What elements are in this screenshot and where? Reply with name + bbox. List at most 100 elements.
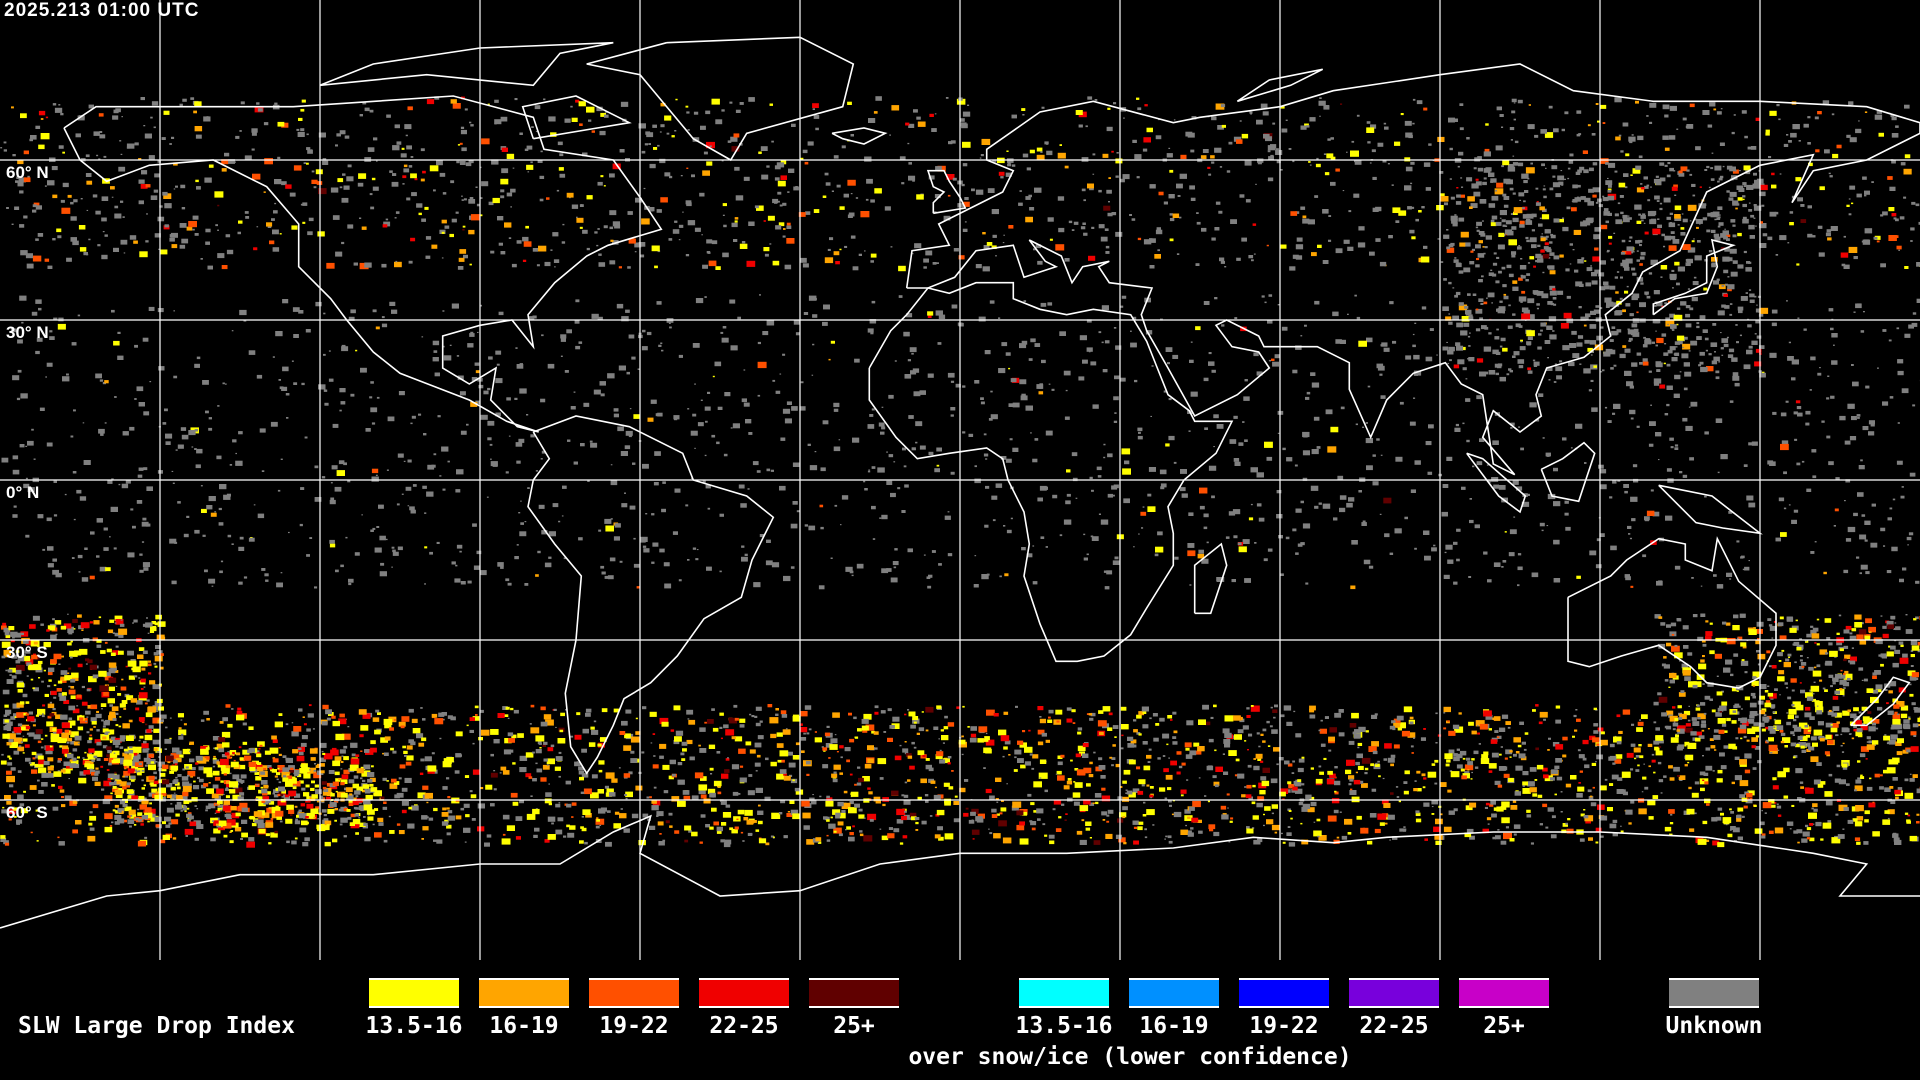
- unknown-pixel: [1757, 760, 1762, 764]
- unknown-pixel: [17, 770, 22, 773]
- slw-pixel: [215, 810, 221, 814]
- slw-pixel: [1241, 133, 1249, 139]
- unknown-pixel: [1201, 227, 1207, 232]
- unknown-pixel: [848, 836, 855, 842]
- slw-pixel: [256, 766, 263, 772]
- unknown-pixel: [108, 668, 116, 674]
- unknown-pixel: [925, 250, 933, 256]
- unknown-pixel: [421, 218, 426, 222]
- slw-pixel: [1416, 770, 1421, 774]
- unknown-pixel: [961, 753, 964, 756]
- unknown-pixel: [1561, 128, 1565, 132]
- slw-pixel: [127, 795, 133, 799]
- unknown-pixel: [256, 226, 259, 228]
- slw-pixel: [86, 180, 93, 185]
- unknown-pixel: [791, 123, 796, 127]
- unknown-pixel: [7, 762, 13, 766]
- unknown-pixel: [506, 192, 513, 197]
- unknown-pixel: [138, 818, 142, 822]
- slw-pixel: [1572, 735, 1575, 738]
- slw-pixel: [139, 660, 148, 667]
- unknown-pixel: [1813, 779, 1821, 785]
- unknown-pixel: [281, 181, 287, 186]
- slw-pixel: [281, 790, 286, 794]
- unknown-pixel: [1123, 117, 1125, 119]
- unknown-pixel: [470, 124, 474, 127]
- unknown-pixel: [1298, 758, 1305, 763]
- slw-pixel: [546, 197, 550, 200]
- slw-pixel: [1102, 706, 1111, 712]
- slw-pixel: [1282, 841, 1286, 844]
- slw-pixel: [948, 786, 954, 790]
- unknown-pixel: [1246, 826, 1250, 829]
- unknown-pixel: [1658, 779, 1664, 783]
- unknown-pixel: [991, 209, 999, 215]
- unknown-pixel: [1677, 728, 1685, 734]
- unknown-pixel: [790, 809, 799, 815]
- unknown-pixel: [800, 737, 807, 741]
- slw-pixel: [183, 723, 187, 726]
- slw-pixel: [370, 747, 377, 753]
- slw-pixel: [446, 757, 454, 763]
- slw-pixel: [278, 713, 283, 716]
- slw-pixel: [1003, 746, 1008, 750]
- unknown-pixel: [1322, 209, 1329, 214]
- unknown-pixel: [1906, 749, 1911, 753]
- unknown-pixel: [1719, 142, 1725, 146]
- unknown-pixel: [1701, 720, 1706, 724]
- slw-pixel: [544, 839, 550, 843]
- unknown-pixel: [1562, 217, 1565, 219]
- slw-pixel: [63, 623, 72, 629]
- unknown-pixel: [1153, 737, 1159, 742]
- slw-pixel: [285, 184, 292, 189]
- slw-pixel: [847, 179, 856, 186]
- slw-pixel: [89, 664, 97, 670]
- unknown-pixel: [1098, 224, 1105, 229]
- unknown-pixel: [1483, 151, 1491, 157]
- slw-pixel: [1547, 749, 1550, 751]
- slw-pixel: [763, 220, 766, 222]
- slw-pixel: [1260, 760, 1264, 763]
- unknown-pixel: [1133, 719, 1137, 722]
- unknown-pixel: [1198, 830, 1203, 834]
- slw-pixel: [999, 812, 1003, 815]
- unknown-pixel: [493, 739, 500, 744]
- unknown-pixel: [1204, 795, 1207, 797]
- unknown-pixel: [1431, 799, 1439, 805]
- unknown-pixel: [1595, 761, 1597, 763]
- unknown-pixel: [143, 740, 147, 744]
- unknown-pixel: [1251, 259, 1254, 262]
- unknown-pixel: [686, 709, 694, 715]
- unknown-pixel: [276, 778, 279, 781]
- unknown-pixel: [89, 769, 96, 774]
- unknown-pixel: [394, 124, 400, 129]
- slw-pixel: [421, 838, 424, 840]
- unknown-pixel: [1538, 223, 1543, 227]
- slw-pixel: [158, 706, 164, 711]
- unknown-pixel: [1662, 104, 1670, 110]
- unknown-pixel: [1396, 715, 1404, 721]
- slw-pixel: [268, 801, 275, 805]
- slw-pixel: [300, 803, 306, 807]
- slw-pixel: [446, 824, 452, 829]
- unknown-pixel: [795, 186, 798, 188]
- unknown-pixel: [1625, 258, 1633, 264]
- slw-pixel: [909, 765, 915, 770]
- slw-pixel: [269, 747, 279, 754]
- slw-pixel: [44, 734, 48, 737]
- unknown-pixel: [1786, 821, 1794, 826]
- unknown-pixel: [634, 242, 642, 248]
- unknown-pixel: [1743, 735, 1747, 739]
- unknown-pixel: [1666, 725, 1672, 730]
- slw-pixel: [1874, 235, 1881, 240]
- unknown-pixel: [1880, 214, 1884, 217]
- slw-pixel: [175, 758, 182, 763]
- slw-pixel: [277, 765, 285, 771]
- slw-pixel: [1699, 186, 1702, 188]
- unknown-pixel: [777, 191, 782, 195]
- unknown-pixel: [597, 181, 603, 186]
- slw-pixel: [1907, 814, 1911, 817]
- slw-pixel: [1371, 741, 1379, 747]
- slw-pixel: [139, 719, 145, 723]
- slw-pixel: [358, 173, 367, 179]
